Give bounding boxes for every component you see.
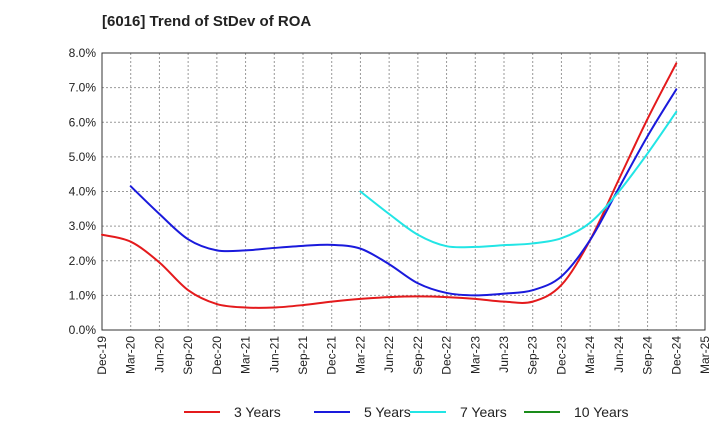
plot-frame (101, 52, 706, 331)
x-tick-label: Jun-22 (382, 336, 396, 373)
x-tick-label: Mar-25 (698, 336, 712, 374)
x-tick-label: Dec-19 (95, 336, 109, 375)
legend-item-7-years[interactable]: 7 Years (410, 404, 507, 420)
chart-title: [6016] Trend of StDev of ROA (102, 13, 312, 30)
y-tick-label: 6.0% (69, 115, 97, 129)
x-tick-label: Mar-20 (124, 336, 138, 374)
x-tick-label: Mar-24 (583, 336, 597, 374)
x-tick-label: Sep-20 (181, 336, 195, 375)
x-tick-label: Sep-23 (526, 336, 540, 375)
chart-legend: 3 Years 5 Years 7 Years 10 Years (0, 404, 720, 426)
series-line-7-years (359, 110, 678, 249)
y-tick-label: 4.0% (69, 185, 97, 199)
x-tick-label: Sep-24 (641, 336, 655, 375)
series-line-5-years (129, 88, 678, 297)
x-tick-label: Dec-21 (325, 336, 339, 375)
legend-label-5-years: 5 Years (364, 404, 411, 420)
x-tick-label: Jun-24 (612, 336, 626, 373)
legend-swatch-7-years (410, 411, 446, 413)
x-tick-label: Mar-21 (239, 336, 253, 374)
y-tick-label: 0.0% (69, 323, 97, 337)
x-tick-label: Mar-22 (353, 336, 367, 374)
x-tick-label: Jun-20 (152, 336, 166, 373)
chart-plot: 0.0% 1.0% 2.0% 3.0% 4.0% 5.0% 6.0% 7.0% 8.0% Dec-… (69, 46, 712, 375)
x-tick-label: Dec-24 (669, 336, 683, 375)
x-tick-label: Dec-20 (210, 336, 224, 375)
x-tick-label: Mar-23 (468, 336, 482, 374)
legend-label-3-years: 3 Years (234, 404, 281, 420)
legend-item-5-years[interactable]: 5 Years (314, 404, 411, 420)
x-tick-label: Dec-22 (440, 336, 454, 375)
legend-swatch-3-years (184, 411, 220, 413)
legend-swatch-5-years (314, 411, 350, 413)
x-tick-label: Jun-21 (267, 336, 281, 373)
y-tick-label: 5.0% (69, 150, 97, 164)
x-tick-label: Jun-23 (497, 336, 511, 373)
x-tick-label: Sep-22 (411, 336, 425, 375)
legend-label-10-years: 10 Years (574, 404, 629, 420)
y-tick-label: 7.0% (69, 81, 97, 95)
y-tick-label: 8.0% (69, 46, 97, 60)
legend-item-3-years[interactable]: 3 Years (184, 404, 281, 420)
x-tick-label: Dec-23 (554, 336, 568, 375)
legend-item-10-years[interactable]: 10 Years (524, 404, 629, 420)
y-tick-label: 3.0% (69, 219, 97, 233)
y-tick-label: 2.0% (69, 254, 97, 268)
y-tick-label: 1.0% (69, 288, 97, 302)
legend-swatch-10-years (524, 411, 560, 413)
legend-label-7-years: 7 Years (460, 404, 507, 420)
x-tick-label: Sep-21 (296, 336, 310, 375)
